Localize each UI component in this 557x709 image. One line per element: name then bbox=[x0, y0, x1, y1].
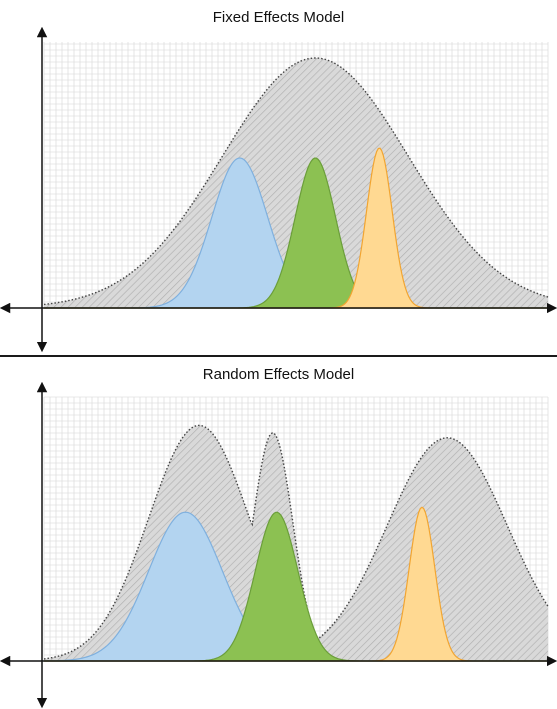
panel-title: Fixed Effects Model bbox=[212, 9, 345, 26]
panel-divider bbox=[0, 355, 557, 357]
overall-distribution-outline bbox=[43, 424, 549, 660]
overall-distribution bbox=[44, 58, 548, 309]
fixed-effects-diagram bbox=[0, 26, 557, 353]
panel-title: Random Effects Model bbox=[202, 366, 355, 383]
random-effects-diagram bbox=[0, 381, 557, 709]
fixed-effects-panel: Fixed Effects Model bbox=[0, 9, 557, 353]
random-effects-panel: Random Effects Model bbox=[0, 357, 557, 709]
